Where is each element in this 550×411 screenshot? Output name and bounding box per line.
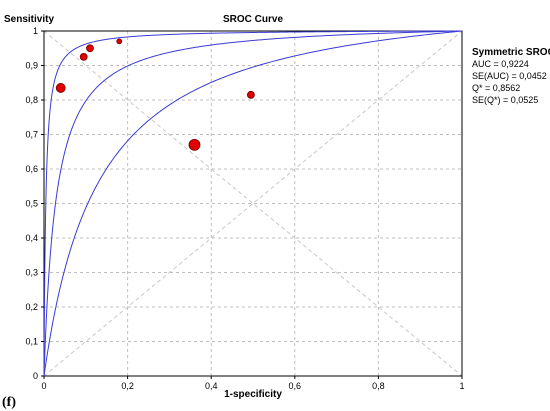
study-point — [247, 90, 255, 99]
sroc-curve-line — [43, 30, 463, 376]
study-point — [116, 38, 123, 45]
x-tick-label: 0,8 — [372, 381, 385, 391]
x-tick-label: 0,4 — [205, 381, 218, 391]
diagonal-reference-line — [43, 30, 463, 377]
x-tick-label: 0,2 — [121, 381, 134, 391]
y-tick-label: 0,8 — [25, 95, 38, 105]
stats-heading: Symmetric SROC — [472, 47, 550, 58]
x-axis-label: 1-specificity — [224, 389, 282, 400]
y-tick-label: 0,2 — [25, 302, 38, 312]
panel-label: (f) — [2, 395, 16, 410]
study-points — [55, 38, 255, 151]
sroc-curve-line — [43, 30, 463, 376]
y-tick-label: 1 — [33, 26, 38, 36]
y-tick-label: 0 — [33, 371, 38, 381]
y-axis-label: Sensitivity — [4, 14, 54, 25]
y-tick-label: 0,4 — [25, 233, 38, 243]
sroc-curves — [43, 30, 463, 377]
y-tick-label: 0,1 — [25, 337, 38, 347]
axis-ticks: 0 0,2 0,4 0,6 0,8 1 0 0,1 0,2 0,3 0,4 0,5 0,6 0,7 0,8 0… — [25, 26, 464, 391]
y-tick-label: 0,3 — [25, 268, 38, 278]
grid-lines — [44, 31, 462, 376]
stats-legend: Symmetric SROC AUC = 0,9224 SE(AUC) = 0,… — [472, 47, 550, 105]
study-point — [86, 44, 94, 53]
stats-se-auc: SE(AUC) = 0,0452 — [472, 71, 547, 81]
x-tick-label: 0,6 — [289, 381, 302, 391]
study-point — [188, 138, 201, 151]
x-tick-label: 0 — [41, 381, 46, 391]
stats-q-star: Q* = 0,8562 — [472, 83, 520, 93]
y-tick-label: 0,5 — [25, 199, 38, 209]
sroc-curve-line — [43, 30, 463, 377]
study-point — [79, 52, 88, 61]
stats-auc: AUC = 0,9224 — [472, 59, 529, 69]
y-tick-label: 0,7 — [25, 130, 38, 140]
study-point — [55, 83, 66, 93]
stats-se-q-star: SE(Q*) = 0,0525 — [472, 95, 538, 105]
y-tick-label: 0,6 — [25, 164, 38, 174]
chart-title: SROC Curve — [223, 14, 283, 25]
anti-diagonal-reference-line — [43, 30, 463, 377]
x-tick-label: 1 — [459, 381, 464, 391]
y-tick-label: 0,9 — [25, 61, 38, 71]
